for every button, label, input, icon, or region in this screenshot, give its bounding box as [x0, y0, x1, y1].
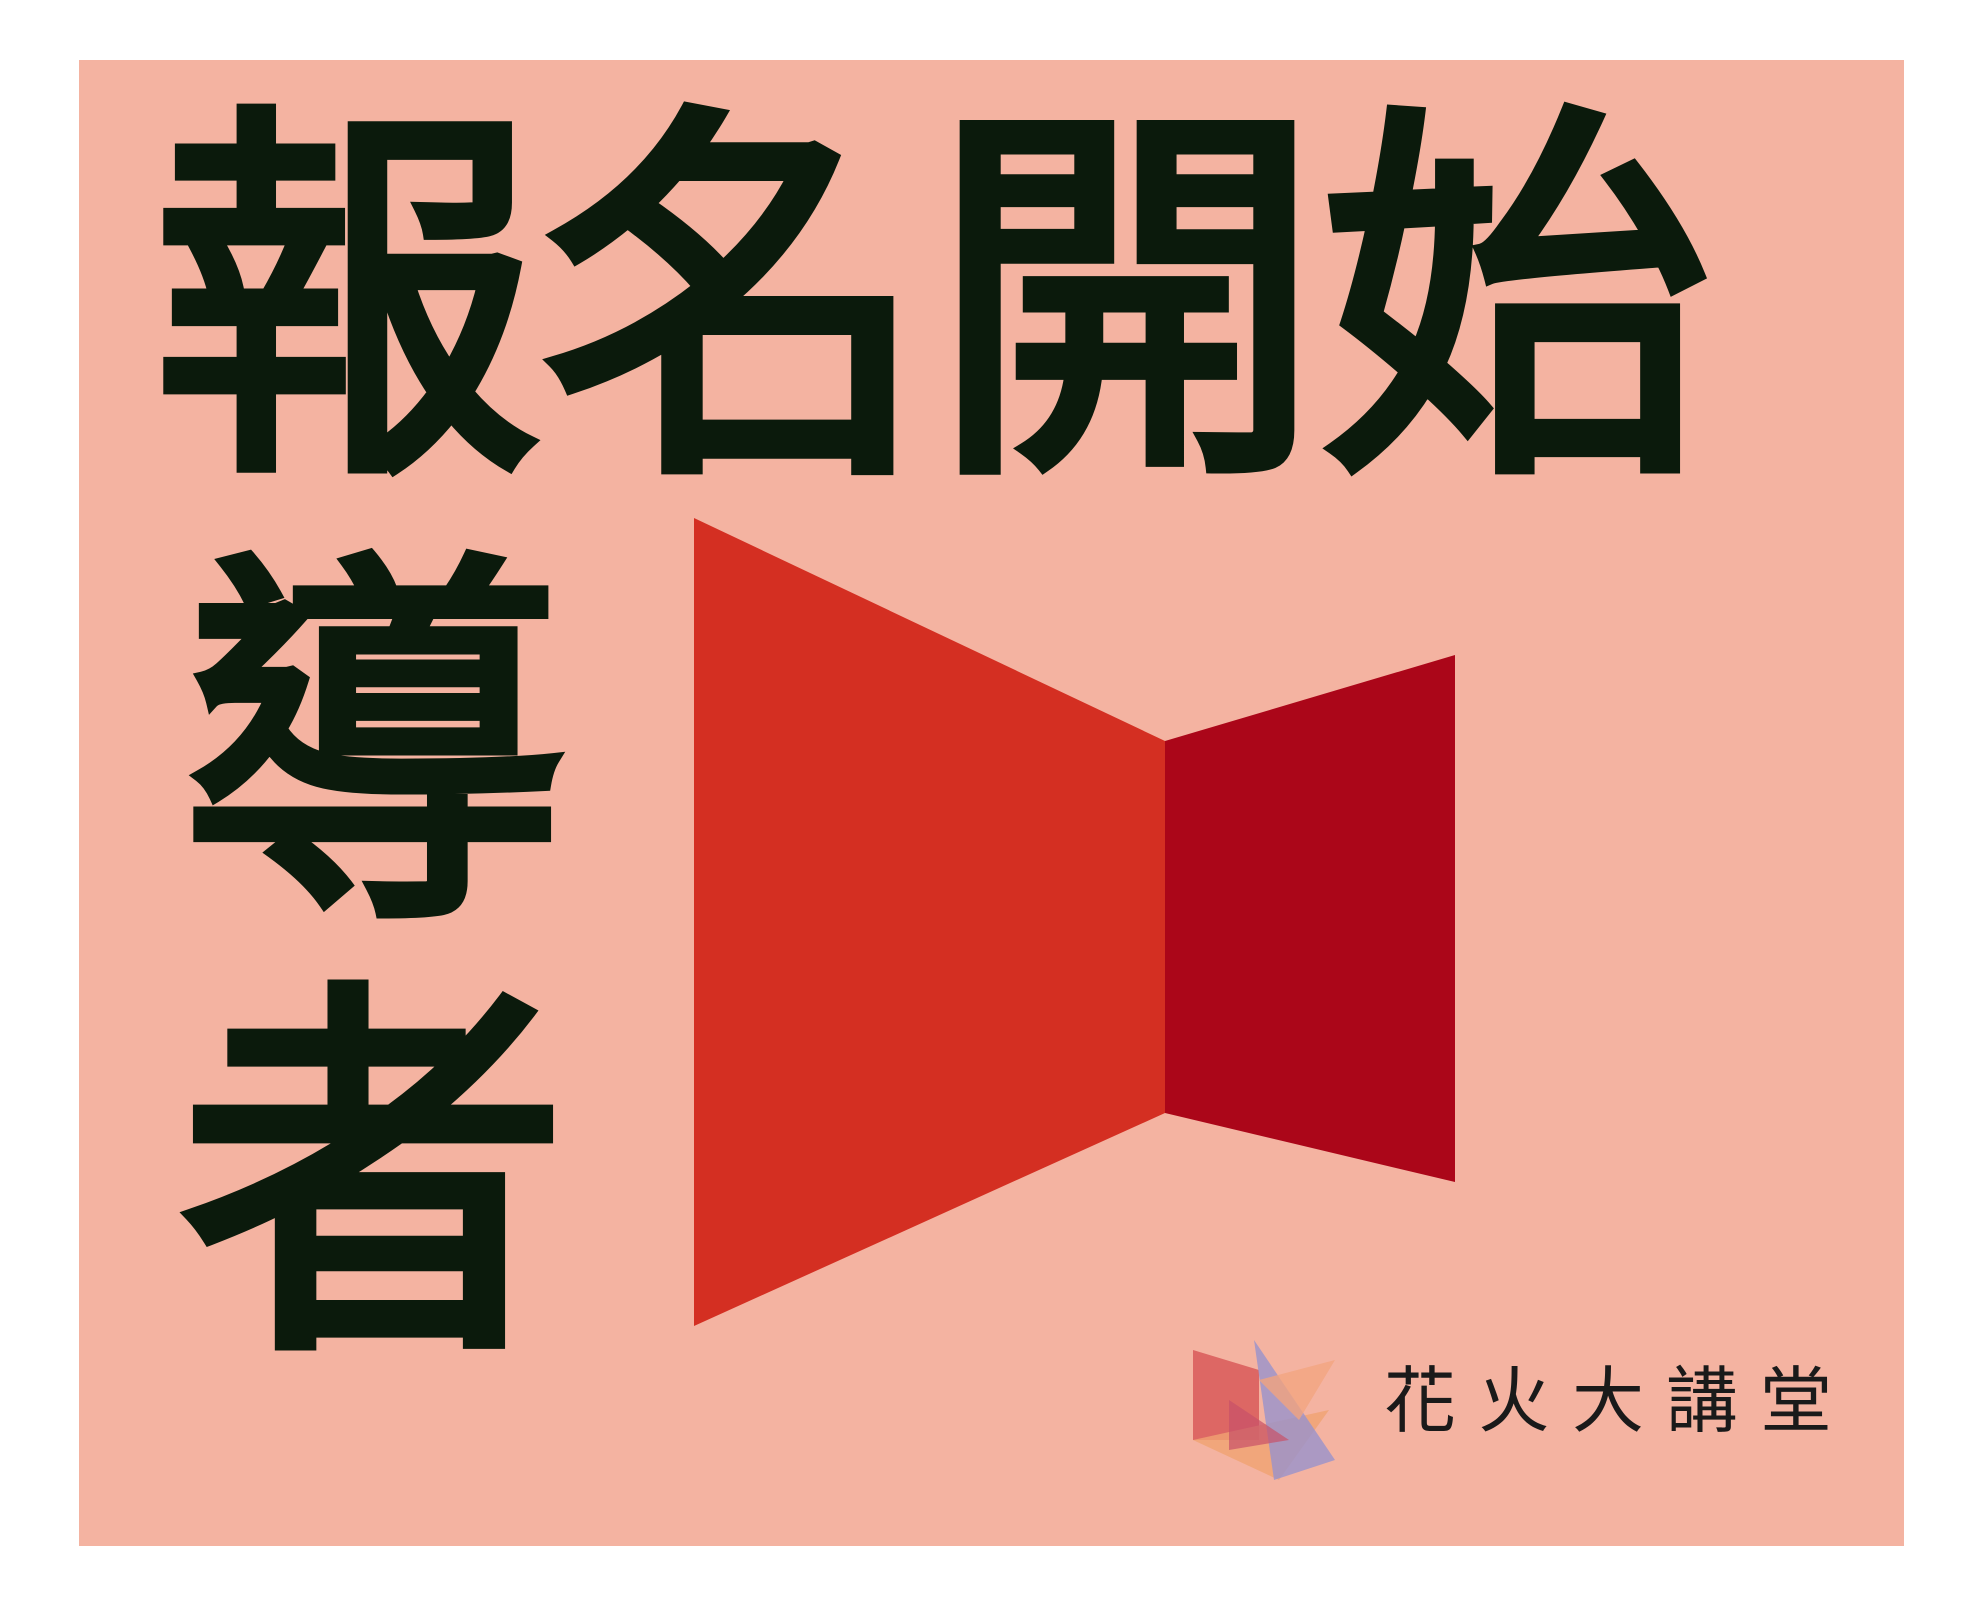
- artwork: [694, 518, 1455, 1480]
- headline-line2: 導者: [112, 540, 570, 1400]
- headline-line1: 報名開始: [151, 71, 1711, 529]
- stage-left-wall: [694, 518, 1165, 1326]
- brand-logo: [1193, 1340, 1335, 1480]
- stage-right-wall: [1165, 655, 1455, 1182]
- poster-panel: 報名開始 導者 花火大講堂: [79, 60, 1904, 1546]
- brand-name: 花火大講堂: [1384, 1359, 1855, 1443]
